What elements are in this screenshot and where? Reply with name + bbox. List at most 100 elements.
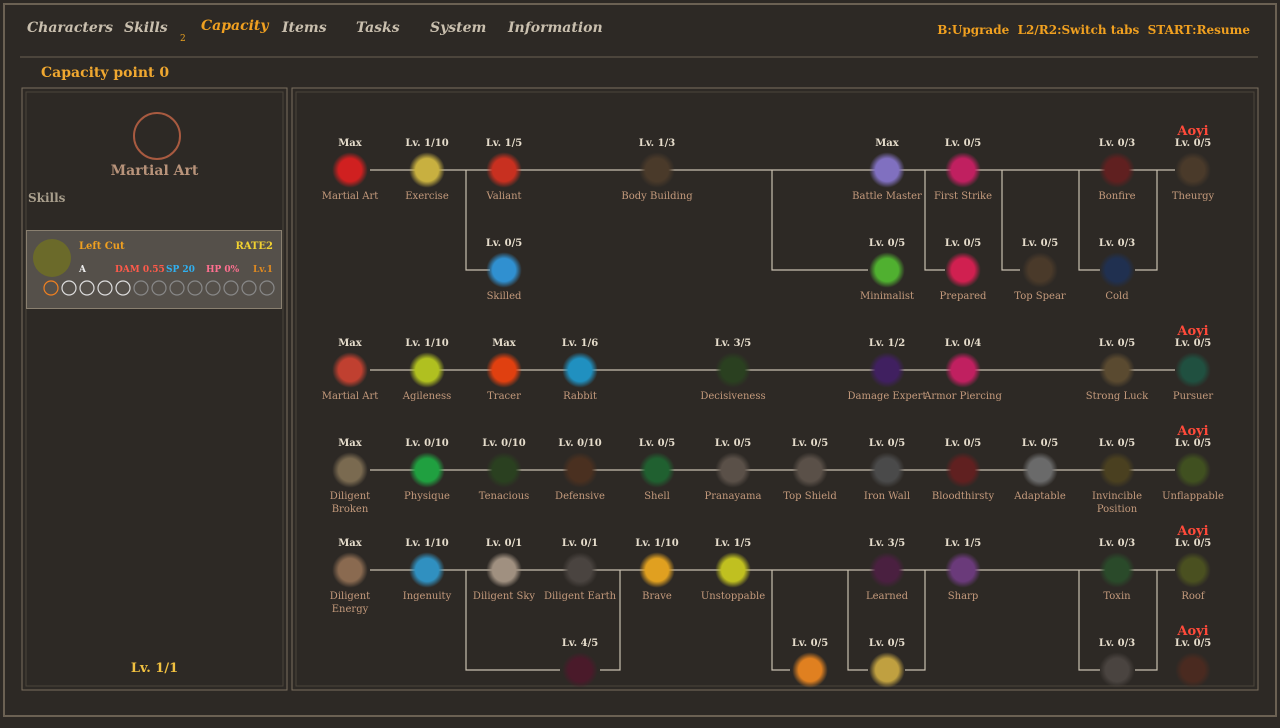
- skill-node[interactable]: Lv. 0/5: [770, 638, 850, 728]
- skill-node[interactable]: Lv. 3/5 Learned: [847, 538, 927, 628]
- skill-node[interactable]: Lv. 0/4 Armor Piercing: [923, 338, 1003, 428]
- skill-node[interactable]: Max Battle Master: [847, 138, 927, 228]
- node-level: Lv. 0/5: [1174, 538, 1212, 549]
- node-icon: [715, 552, 751, 588]
- skill-node[interactable]: Lv. 1/10 Brave: [617, 538, 697, 628]
- node-level: Lv. 0/10: [482, 438, 526, 449]
- skill-node[interactable]: Lv. 1/6 Rabbit: [540, 338, 620, 428]
- skill-grade: A: [79, 265, 86, 275]
- skill-node[interactable]: Lv. 0/5: [847, 638, 927, 728]
- skill-node[interactable]: Lv. 0/5 Top Shield: [770, 438, 850, 528]
- skill-node[interactable]: Lv. 0/3: [1077, 638, 1157, 728]
- skill-node[interactable]: Lv. 0/5 Bloodthirsty: [923, 438, 1003, 528]
- node-label: Unstoppable: [700, 591, 766, 602]
- skill-node[interactable]: Lv. 0/1 Diligent Sky: [464, 538, 544, 628]
- node-icon: [869, 352, 905, 388]
- skill-node[interactable]: Lv. 0/5 First Strike: [923, 138, 1003, 228]
- skill-node[interactable]: Lv. 0/5 Adaptable: [1000, 438, 1080, 528]
- node-label: Armor Piercing: [924, 391, 1002, 402]
- tab[interactable]: Items: [282, 20, 327, 36]
- skill-node[interactable]: Lv. 0/5 Strong Luck: [1077, 338, 1157, 428]
- node-label: Theurgy: [1171, 191, 1215, 202]
- node-label: Defensive: [555, 491, 605, 502]
- tab[interactable]: System: [430, 20, 487, 36]
- node-icon: [409, 552, 445, 588]
- node-icon: [715, 352, 751, 388]
- node-icon: [486, 452, 522, 488]
- node-label: Body Building: [621, 191, 693, 202]
- skill-rate: RATE2: [235, 241, 273, 252]
- node-label: Top Spear: [1014, 291, 1066, 302]
- aoyi-tag: Aoyi: [1177, 624, 1209, 639]
- node-icon: [562, 452, 598, 488]
- skill-node[interactable]: Lv. 4/5: [540, 638, 620, 728]
- skill-node[interactable]: Lv. 1/3 Body Building: [617, 138, 697, 228]
- selected-title: Martial Art: [110, 163, 199, 179]
- skill-node[interactable]: Lv. 0/3 Bonfire: [1077, 138, 1157, 228]
- node-label: Unflappable: [1162, 491, 1224, 502]
- skill-node[interactable]: Lv. 3/5 Decisiveness: [693, 338, 773, 428]
- skill-node[interactable]: Aoyi Lv. 0/5 Unflappable: [1153, 424, 1233, 528]
- node-icon: [562, 652, 598, 688]
- skill-node[interactable]: Lv. 0/1 Diligent Earth: [540, 538, 620, 628]
- skill-node[interactable]: Aoyi Lv. 0/5 Theurgy: [1153, 124, 1233, 228]
- node-icon: [945, 552, 981, 588]
- node-label: Diligent Broken: [329, 491, 371, 515]
- node-icon: [945, 252, 981, 288]
- node-icon: [1175, 552, 1211, 588]
- tab[interactable]: Tasks: [356, 20, 400, 36]
- skill-hp: HP 0%: [206, 265, 240, 275]
- node-label: Invincible Position: [1092, 491, 1142, 515]
- node-label: Adaptable: [1014, 491, 1066, 502]
- skill-node[interactable]: Lv. 0/5 Prepared: [923, 238, 1003, 328]
- tab[interactable]: Skills: [124, 20, 168, 36]
- skill-node[interactable]: Lv. 0/5 Iron Wall: [847, 438, 927, 528]
- node-icon: [945, 152, 981, 188]
- skill-node[interactable]: Lv. 1/10 Ingenuity: [387, 538, 467, 628]
- skill-node[interactable]: Lv. 1/5 Valiant: [464, 138, 544, 228]
- tab[interactable]: Information: [508, 20, 603, 36]
- skill-node[interactable]: Max Diligent Broken: [310, 438, 390, 528]
- skill-node[interactable]: Max Tracer: [464, 338, 544, 428]
- node-level: Lv. 0/5: [1021, 438, 1059, 449]
- skill-node[interactable]: Aoyi Lv. 0/5 Pursuer: [1153, 324, 1233, 428]
- skill-node[interactable]: Max Martial Art: [310, 338, 390, 428]
- node-level: Lv. 1/5: [714, 538, 752, 549]
- skill-node[interactable]: Lv. 1/10 Agileness: [387, 338, 467, 428]
- skills-label: Skills: [28, 191, 66, 205]
- skill-node[interactable]: Aoyi Lv. 0/5: [1153, 624, 1233, 728]
- controls-hint: B:Upgrade L2/R2:Switch tabs START:Resume: [937, 23, 1250, 37]
- node-level: Lv. 0/5: [1098, 438, 1136, 449]
- skill-node[interactable]: Lv. 0/5 Top Spear: [1000, 238, 1080, 328]
- skill-node[interactable]: Lv. 1/5 Unstoppable: [693, 538, 773, 628]
- skill-node[interactable]: Lv. 0/5 Invincible Position: [1077, 438, 1157, 528]
- skill-node[interactable]: Lv. 1/5 Sharp: [923, 538, 1003, 628]
- skill-dam: DAM 0.55: [115, 265, 165, 275]
- skill-node[interactable]: Lv. 0/3 Toxin: [1077, 538, 1157, 628]
- skill-node[interactable]: Max Diligent Energy: [310, 538, 390, 628]
- aoyi-tag: Aoyi: [1177, 124, 1209, 139]
- node-icon: [562, 552, 598, 588]
- skill-node[interactable]: Lv. 0/10 Physique: [387, 438, 467, 528]
- skill-node[interactable]: Lv. 0/10 Tenacious: [464, 438, 544, 528]
- skill-card[interactable]: Left Cut RATE2 A DAM 0.55 SP 20 HP 0% Lv…: [26, 230, 282, 309]
- node-level: Lv. 0/5: [868, 238, 906, 249]
- node-level: Lv. 0/5: [485, 238, 523, 249]
- tab[interactable]: Characters: [27, 20, 113, 36]
- skill-node[interactable]: Lv. 1/2 Damage Expert: [847, 338, 927, 428]
- skill-node[interactable]: Lv. 0/10 Defensive: [540, 438, 620, 528]
- skill-node[interactable]: Max Martial Art: [310, 138, 390, 228]
- skill-slots: [43, 280, 275, 296]
- node-label: Ingenuity: [402, 591, 452, 602]
- skill-node[interactable]: Lv. 1/10 Exercise: [387, 138, 467, 228]
- node-level: Lv. 0/4: [944, 338, 982, 349]
- skill-node[interactable]: Lv. 0/3 Cold: [1077, 238, 1157, 328]
- skill-node[interactable]: Lv. 0/5 Pranayama: [693, 438, 773, 528]
- skill-node[interactable]: Aoyi Lv. 0/5 Roof: [1153, 524, 1233, 628]
- skill-node[interactable]: Lv. 0/5 Skilled: [464, 238, 544, 328]
- skill-node[interactable]: Lv. 0/5 Minimalist: [847, 238, 927, 328]
- tab[interactable]: Capacity: [201, 18, 269, 34]
- skill-node[interactable]: Lv. 0/5 Shell: [617, 438, 697, 528]
- node-level: Lv. 0/5: [1174, 138, 1212, 149]
